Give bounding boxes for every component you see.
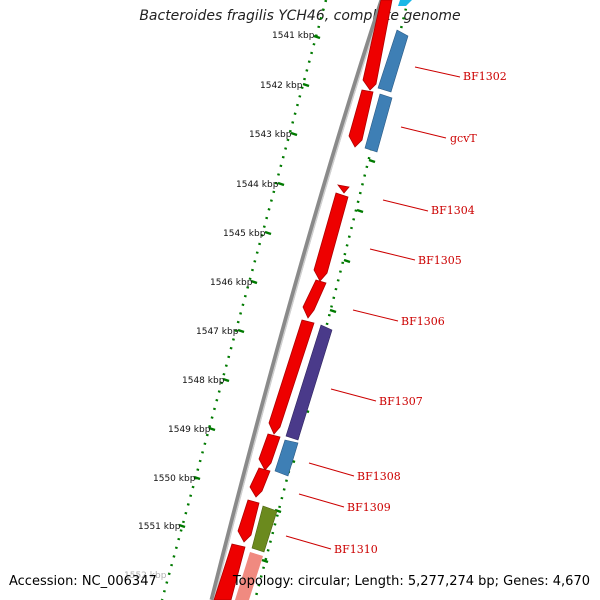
leader-line (369, 248, 416, 261)
gene-label-bf1302[interactable]: BF1302 (463, 70, 507, 83)
genome-backbone-highlight (213, 0, 385, 600)
gene-arrow-bf1304[interactable] (313, 192, 349, 282)
kbp-label: 1552 kbp (124, 571, 167, 581)
gene-arrow-bf1310[interactable] (213, 543, 246, 600)
ruler-tick (178, 523, 186, 529)
gene-label-bf1305[interactable]: BF1305 (418, 254, 462, 267)
gene-label-bf1309[interactable]: BF1309 (347, 501, 391, 514)
kbp-label: 1546 kbp (210, 278, 253, 288)
gene-label-bf1306[interactable]: BF1306 (401, 315, 445, 328)
gene-arrow-bf1309[interactable] (237, 499, 260, 543)
ruler-tick (222, 377, 230, 383)
kbp-label: 1550 kbp (153, 474, 196, 484)
kbp-label: 1544 kbp (236, 180, 279, 190)
leader-line (308, 462, 355, 477)
gene-arrow-bf1302[interactable] (362, 0, 393, 91)
gene-arrow-reverse-bf1306[interactable] (285, 324, 333, 441)
gene-arrow-bf1306[interactable] (268, 319, 315, 435)
gene-arrow-reverse-bf1307[interactable] (274, 439, 299, 477)
kbp-label: 1541 kbp (272, 31, 315, 41)
gene-arrow-bf1305[interactable] (302, 279, 327, 319)
ruler-tick (290, 131, 298, 137)
ruler-tick (193, 475, 201, 481)
inner-tick (356, 208, 364, 214)
forward-genes (213, 0, 393, 600)
gene-label-gcvt[interactable]: gcvT (450, 132, 477, 145)
gene-arrow-bf1307[interactable] (258, 433, 281, 471)
leader-line (352, 309, 399, 322)
gene-arrow-gcvT[interactable] (348, 89, 374, 148)
inner-tick (261, 558, 269, 564)
leader-line (285, 535, 332, 550)
leader-line (400, 126, 447, 139)
accession-text: Accession: NC_006347 (9, 574, 157, 589)
ruler-tick (264, 230, 272, 236)
kbp-label: 1548 kbp (182, 376, 225, 386)
kbp-label: 1547 kbp (196, 327, 239, 337)
kbp-label: 1543 kbp (249, 130, 292, 140)
inner-tick (368, 158, 376, 164)
ruler-tick (250, 279, 258, 285)
leader-line (330, 388, 377, 402)
kbp-label: 1545 kbp (223, 229, 266, 239)
ruler-tick (208, 426, 216, 432)
leader-line (382, 199, 429, 212)
gene-arrow-bf1308[interactable] (249, 467, 271, 498)
kbp-label: 1542 kbp (260, 81, 303, 91)
kbp-label: 1551 kbp (138, 522, 181, 532)
ruler-tick (313, 34, 321, 40)
ruler-tick (277, 181, 285, 187)
gene-arrow-reverse-cyan[interactable] (398, 0, 412, 6)
gene-arrow-reverse-bf1302[interactable] (377, 29, 409, 93)
leader-line (414, 66, 461, 78)
genome-backbone (209, 0, 385, 600)
ruler-ticks (178, 34, 321, 529)
kbp-label: 1549 kbp (168, 425, 211, 435)
leader-line (298, 493, 345, 508)
gene-arrow-reverse-bf1309[interactable] (251, 505, 278, 553)
gene-arrow-reverse-gcvT[interactable] (364, 93, 393, 153)
gene-arrow-reverse-bf1310[interactable] (235, 552, 263, 600)
gene-arrow-small[interactable] (337, 184, 350, 194)
inner-tick (329, 308, 337, 314)
gene-label-bf1307[interactable]: BF1307 (379, 395, 423, 408)
gene-label-bf1304[interactable]: BF1304 (431, 204, 475, 217)
ruler-tick (237, 328, 245, 334)
gene-label-bf1308[interactable]: BF1308 (357, 470, 401, 483)
gene-label-bf1310[interactable]: BF1310 (334, 543, 378, 556)
label-leader-lines (285, 66, 461, 550)
topology-text: Topology: circular; Length: 5,277,274 bp… (232, 574, 590, 589)
inner-tick (343, 258, 351, 264)
ruler-tick (302, 82, 310, 88)
kbp-ruler-dots (160, 0, 328, 600)
